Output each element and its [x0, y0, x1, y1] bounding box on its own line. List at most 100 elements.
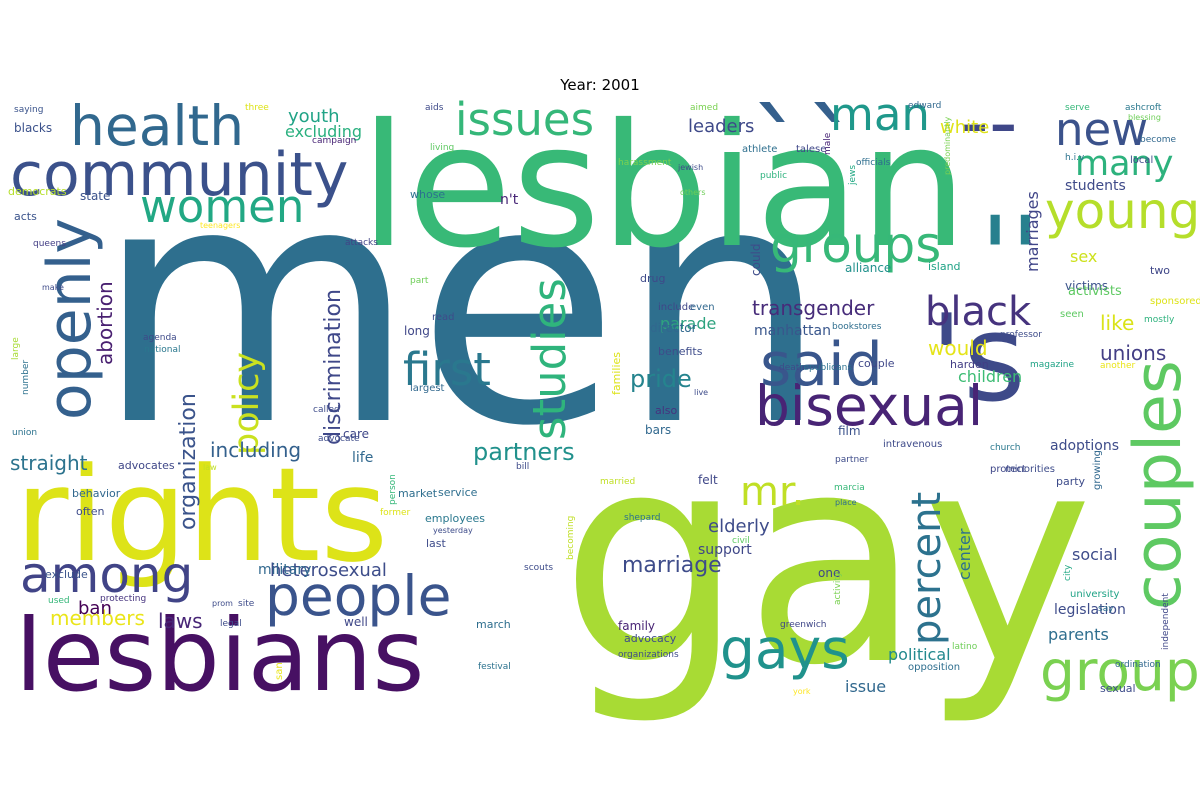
word-exclude: exclude — [45, 568, 88, 581]
word-marcia: marcia — [834, 483, 865, 493]
word-marriages: marriages — [1023, 191, 1042, 272]
word-bookstores: bookstores — [832, 322, 882, 332]
word-university: university — [1070, 589, 1120, 600]
word-campaign: campaign — [312, 136, 356, 146]
word-policy: policy — [227, 352, 267, 455]
word-predominantly: predominantly — [943, 116, 952, 175]
word-others: others — [680, 188, 705, 197]
word-among: among — [20, 546, 193, 604]
chart-title: Year: 2001 — [560, 76, 640, 94]
word-latino: latino — [952, 642, 978, 652]
word-called: called — [313, 405, 340, 415]
word-family: family — [618, 619, 655, 633]
word-even: even — [690, 302, 715, 313]
word-felt: felt — [698, 473, 718, 487]
word-athlete: athlete — [742, 144, 777, 155]
word-couple: couple — [858, 357, 895, 370]
word-used: used — [48, 596, 70, 606]
word-man: man — [830, 88, 930, 141]
word-protect: protect — [990, 464, 1026, 475]
word-men: men — [95, 114, 829, 498]
word-elderly: elderly — [708, 516, 770, 537]
word-make: make — [42, 283, 64, 292]
word-advocates: advocates — [118, 459, 175, 472]
word-benefits: benefits — [658, 345, 703, 358]
word-state: state — [80, 189, 110, 203]
word-activity: activity — [833, 571, 843, 605]
word-edward: edward — [908, 101, 941, 111]
word-yesterday: yesterday — [433, 526, 473, 535]
word-including: including — [210, 438, 301, 462]
word-harassment: harassment — [618, 158, 672, 168]
word-political: political — [888, 645, 951, 664]
word-first: first — [403, 343, 491, 396]
word-care: care — [343, 427, 369, 441]
word-leaders: leaders — [688, 116, 754, 137]
word-pride: pride — [630, 365, 692, 393]
word-film: film — [838, 424, 861, 438]
word-largest: largest — [410, 383, 445, 394]
word-seen: seen — [1060, 309, 1084, 320]
word-could: could — [749, 244, 763, 277]
word-employees: employees — [425, 512, 485, 525]
word-person: person — [388, 474, 398, 505]
word-say: say — [1098, 604, 1114, 614]
word-talese: talese — [796, 144, 826, 155]
word-partner: partner — [835, 455, 869, 465]
word-abortion: abortion — [93, 281, 117, 365]
word-former: former — [380, 508, 411, 518]
word-victims: victims — [1065, 279, 1108, 293]
word-blacks: blacks — [14, 121, 52, 135]
word-bisexual: bisexual — [755, 374, 983, 438]
word-couples: couples — [1121, 360, 1196, 610]
word-prom: prom — [212, 599, 233, 608]
word-bars: bars — [645, 423, 671, 437]
word-white: white — [940, 117, 989, 138]
word-acts: acts — [14, 210, 37, 223]
word-part: part — [410, 276, 429, 286]
word-local: local — [1130, 155, 1153, 166]
word-manhattan: manhattan — [754, 323, 831, 339]
word-studies: studies — [523, 278, 576, 440]
word-read: read — [432, 312, 455, 323]
word-male: male — [823, 132, 833, 155]
word-punct: -- — [960, 76, 1018, 169]
word-women: women — [140, 180, 304, 233]
word-behavior: behavior — [72, 487, 121, 500]
word-city: city — [1063, 564, 1073, 581]
word-mostly: mostly — [1144, 315, 1175, 325]
word-would: would — [928, 336, 988, 360]
word-said: said — [760, 330, 883, 400]
word-groups: groups — [770, 216, 941, 274]
word-attacks: attacks — [345, 238, 378, 248]
word-national: national — [144, 345, 180, 355]
word-teenagers: teenagers — [200, 221, 240, 230]
word-social: social — [1072, 545, 1118, 564]
word-legal: legal — [220, 619, 242, 629]
word-mr: mr. — [740, 469, 804, 515]
word-site: site — [238, 599, 255, 609]
word-democrats: democrats — [8, 185, 67, 198]
word-people: people — [265, 564, 451, 628]
word-civil: civil — [732, 536, 750, 546]
word-public: public — [760, 171, 787, 181]
word-union: union — [12, 428, 37, 438]
word-last: last — [426, 537, 447, 550]
word-minorities: minorities — [1005, 464, 1055, 475]
word-long: long — [404, 324, 430, 338]
word-director: director — [650, 321, 697, 335]
word-punct: '' — [980, 193, 1040, 321]
word-also: also — [655, 404, 678, 417]
word-one: one — [818, 566, 840, 580]
word-excluding: excluding — [285, 122, 362, 141]
word-becoming: becoming — [566, 516, 576, 560]
word-place: place — [835, 498, 857, 507]
word-military: military — [258, 562, 311, 578]
word-intravenous: intravenous — [883, 439, 942, 450]
word-professor: professor — [1000, 330, 1042, 340]
word-bill: bill — [516, 462, 529, 472]
word-san: san — [274, 662, 285, 680]
word-aimed: aimed — [690, 103, 718, 113]
word-married: married — [600, 477, 635, 487]
word-gays: gays — [720, 617, 850, 681]
